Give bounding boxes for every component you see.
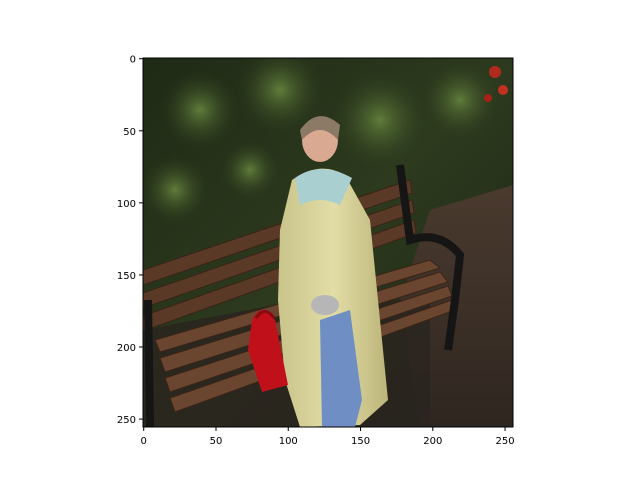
x-tick-label: 50 [210,436,223,447]
axes-frame [142,57,514,428]
x-tick-label: 200 [423,436,442,447]
x-tick-label: 0 [141,436,147,447]
x-tick-label: 150 [351,436,370,447]
y-axis-ticks: 0 50 100 150 200 250 [117,55,143,426]
y-tick-label: 200 [117,343,136,354]
y-tick-label: 0 [130,55,136,66]
y-tick-label: 50 [123,127,136,138]
y-tick-label: 250 [117,415,136,426]
y-tick-label: 100 [117,199,136,210]
x-tick-label: 100 [279,436,298,447]
y-tick-label: 150 [117,271,136,282]
x-tick-label: 250 [496,436,515,447]
photo-image [143,58,513,427]
x-axis-ticks: 0 50 100 150 200 250 [141,427,515,447]
